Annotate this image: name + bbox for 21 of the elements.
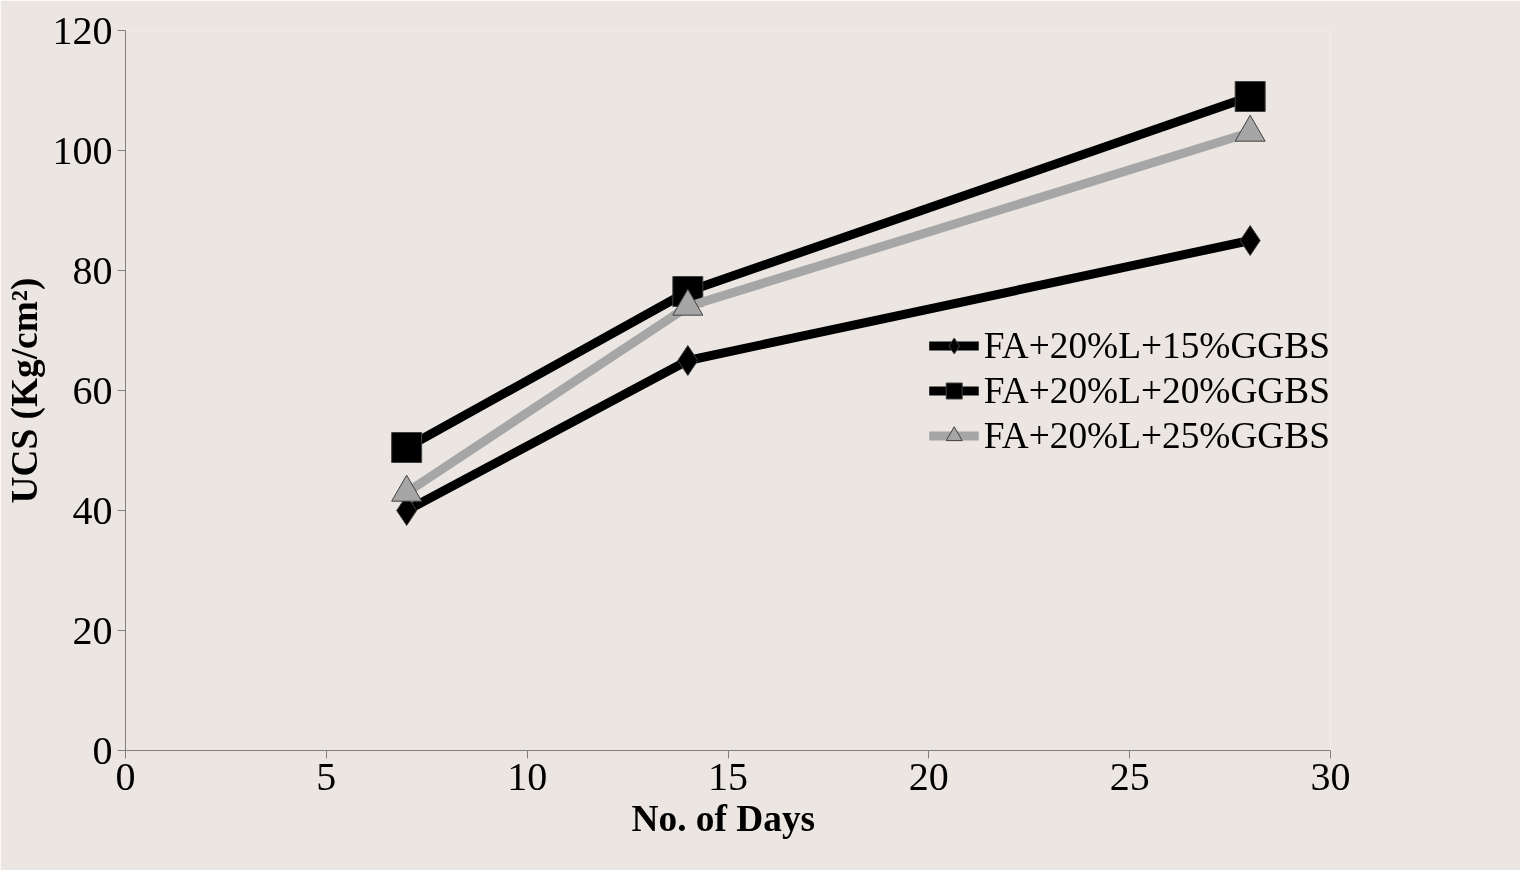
y-tick-label: 20 (72, 607, 113, 653)
point (1239, 225, 1261, 256)
x-tick-label: 10 (507, 753, 548, 799)
x-axis-title: No. of Days (631, 797, 816, 839)
point (391, 432, 423, 463)
y-tick-label: 40 (72, 487, 113, 533)
y-axis-title: UCS (Kg/cm²) (3, 277, 46, 504)
y-tick-label: 120 (52, 7, 113, 53)
y-tick-label: 100 (52, 127, 113, 173)
legend-label: FA+20%L+15%GGBS (983, 323, 1330, 367)
x-tick-label: 20 (908, 753, 949, 799)
legend-label: FA+20%L+20%GGBS (983, 368, 1330, 412)
legend-label: FA+20%L+25%GGBS (983, 413, 1330, 457)
x-tick-label: 25 (1109, 753, 1150, 799)
x-tick-label: 15 (708, 753, 748, 799)
x-tick-label: 5 (316, 753, 337, 799)
x-tick-label: 30 (1310, 753, 1351, 799)
y-tick-label: 60 (72, 367, 113, 413)
point (677, 345, 699, 376)
y-tick-label: 80 (72, 247, 113, 293)
point (1234, 81, 1266, 112)
